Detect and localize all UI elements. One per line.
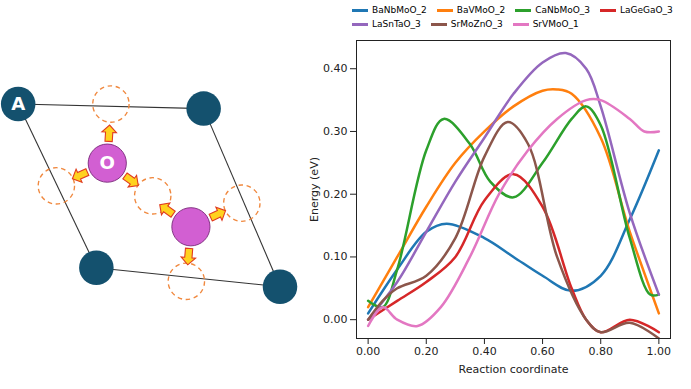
svg-text:0.40: 0.40 xyxy=(472,345,497,358)
svg-text:A: A xyxy=(11,93,25,114)
html-text:BaVMoO_2: BaVMoO_2 xyxy=(456,5,506,15)
html-text:SrMoZnO_3: SrMoZnO_3 xyxy=(450,19,503,29)
html-text:LaGeGaO_3: LaGeGaO_3 xyxy=(620,5,673,15)
svg-text:0.20: 0.20 xyxy=(323,188,348,201)
svg-text:0.60: 0.60 xyxy=(530,345,555,358)
svg-text:0.10: 0.10 xyxy=(323,250,348,263)
svg-text:0.00: 0.00 xyxy=(356,345,381,358)
svg-text:0.20: 0.20 xyxy=(414,345,439,358)
svg-text:O: O xyxy=(100,153,115,174)
html-text:LaSnTaO_3: LaSnTaO_3 xyxy=(372,19,421,29)
svg-text:0.80: 0.80 xyxy=(588,345,613,358)
svg-text:Energy (eV): Energy (eV) xyxy=(308,157,321,222)
svg-text:0.30: 0.30 xyxy=(323,125,348,138)
svg-text:0.00: 0.00 xyxy=(323,313,348,326)
svg-text:Reaction coordinate: Reaction coordinate xyxy=(459,363,569,376)
html-text:BaNbMoO_2: BaNbMoO_2 xyxy=(372,5,427,15)
html-text:CaNbMoO_3: CaNbMoO_3 xyxy=(535,5,590,15)
html-text:SrVMoO_1: SrVMoO_1 xyxy=(532,19,579,29)
svg-text:0.40: 0.40 xyxy=(323,62,348,75)
svg-text:1.00: 1.00 xyxy=(647,345,672,358)
